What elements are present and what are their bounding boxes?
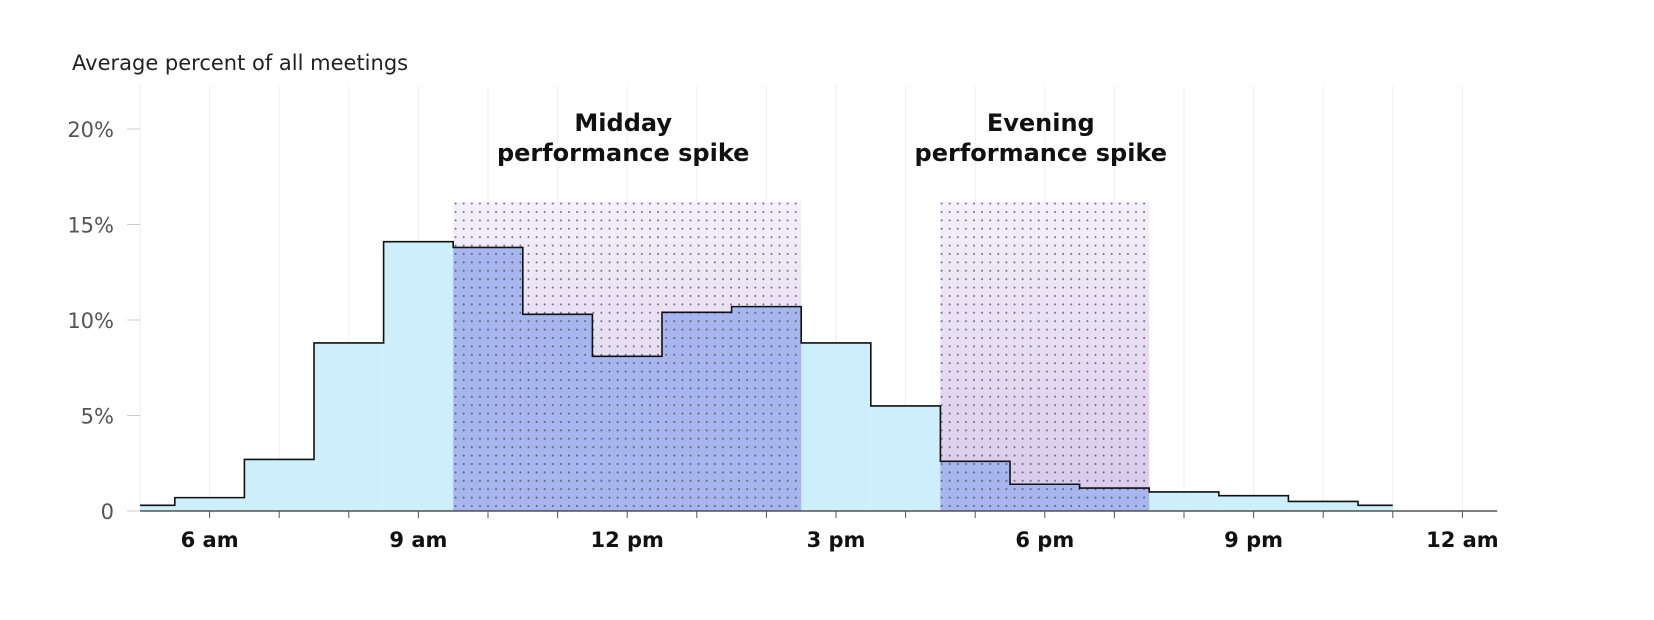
y-tick-label: 20%: [67, 118, 114, 142]
bar-bin: [314, 342, 384, 511]
x-tick-label: 9 am: [389, 528, 447, 552]
dot-texture: [453, 201, 1150, 511]
x-tick-label: 9 pm: [1224, 528, 1283, 552]
axes: 6 am 9 am 12 pm 3 pm 6 pm 9 pm 12 am 0 5% 10% 15% 2…: [67, 109, 1498, 552]
y-tick-label: 5%: [81, 405, 114, 429]
bar-bin: [801, 342, 871, 511]
x-tick-label: 6 pm: [1015, 528, 1074, 552]
annotation-line-2: performance spike: [915, 139, 1168, 167]
bar-bin: [870, 405, 941, 511]
annotation-line-1: Midday: [574, 109, 672, 137]
annotation-line-1: Evening: [987, 109, 1095, 137]
y-axis-title: Average percent of all meetings: [72, 51, 408, 75]
y-tick-label: 10%: [67, 309, 114, 333]
x-tick-label: 12 am: [1426, 528, 1499, 552]
series-line: [140, 240, 1393, 507]
bar-bin: [383, 241, 454, 511]
dot-pattern: [940, 201, 1150, 511]
bar-bin: [174, 497, 245, 511]
bar-bin: [244, 459, 314, 511]
bar-bin: [140, 505, 175, 511]
bar-bin: [1218, 495, 1289, 511]
annotation-line-2: performance spike: [497, 139, 750, 167]
x-tick-label: 6 am: [181, 528, 239, 552]
x-tick-label: 3 pm: [807, 528, 866, 552]
bar-bin: [1358, 505, 1393, 511]
bar-bin: [1288, 501, 1358, 511]
step-line: [140, 240, 1393, 507]
x-tick-label: 12 pm: [590, 528, 663, 552]
y-tick-label: 15%: [67, 214, 114, 238]
bar-bin: [1149, 491, 1219, 511]
y-tick-label: 0: [101, 500, 114, 524]
